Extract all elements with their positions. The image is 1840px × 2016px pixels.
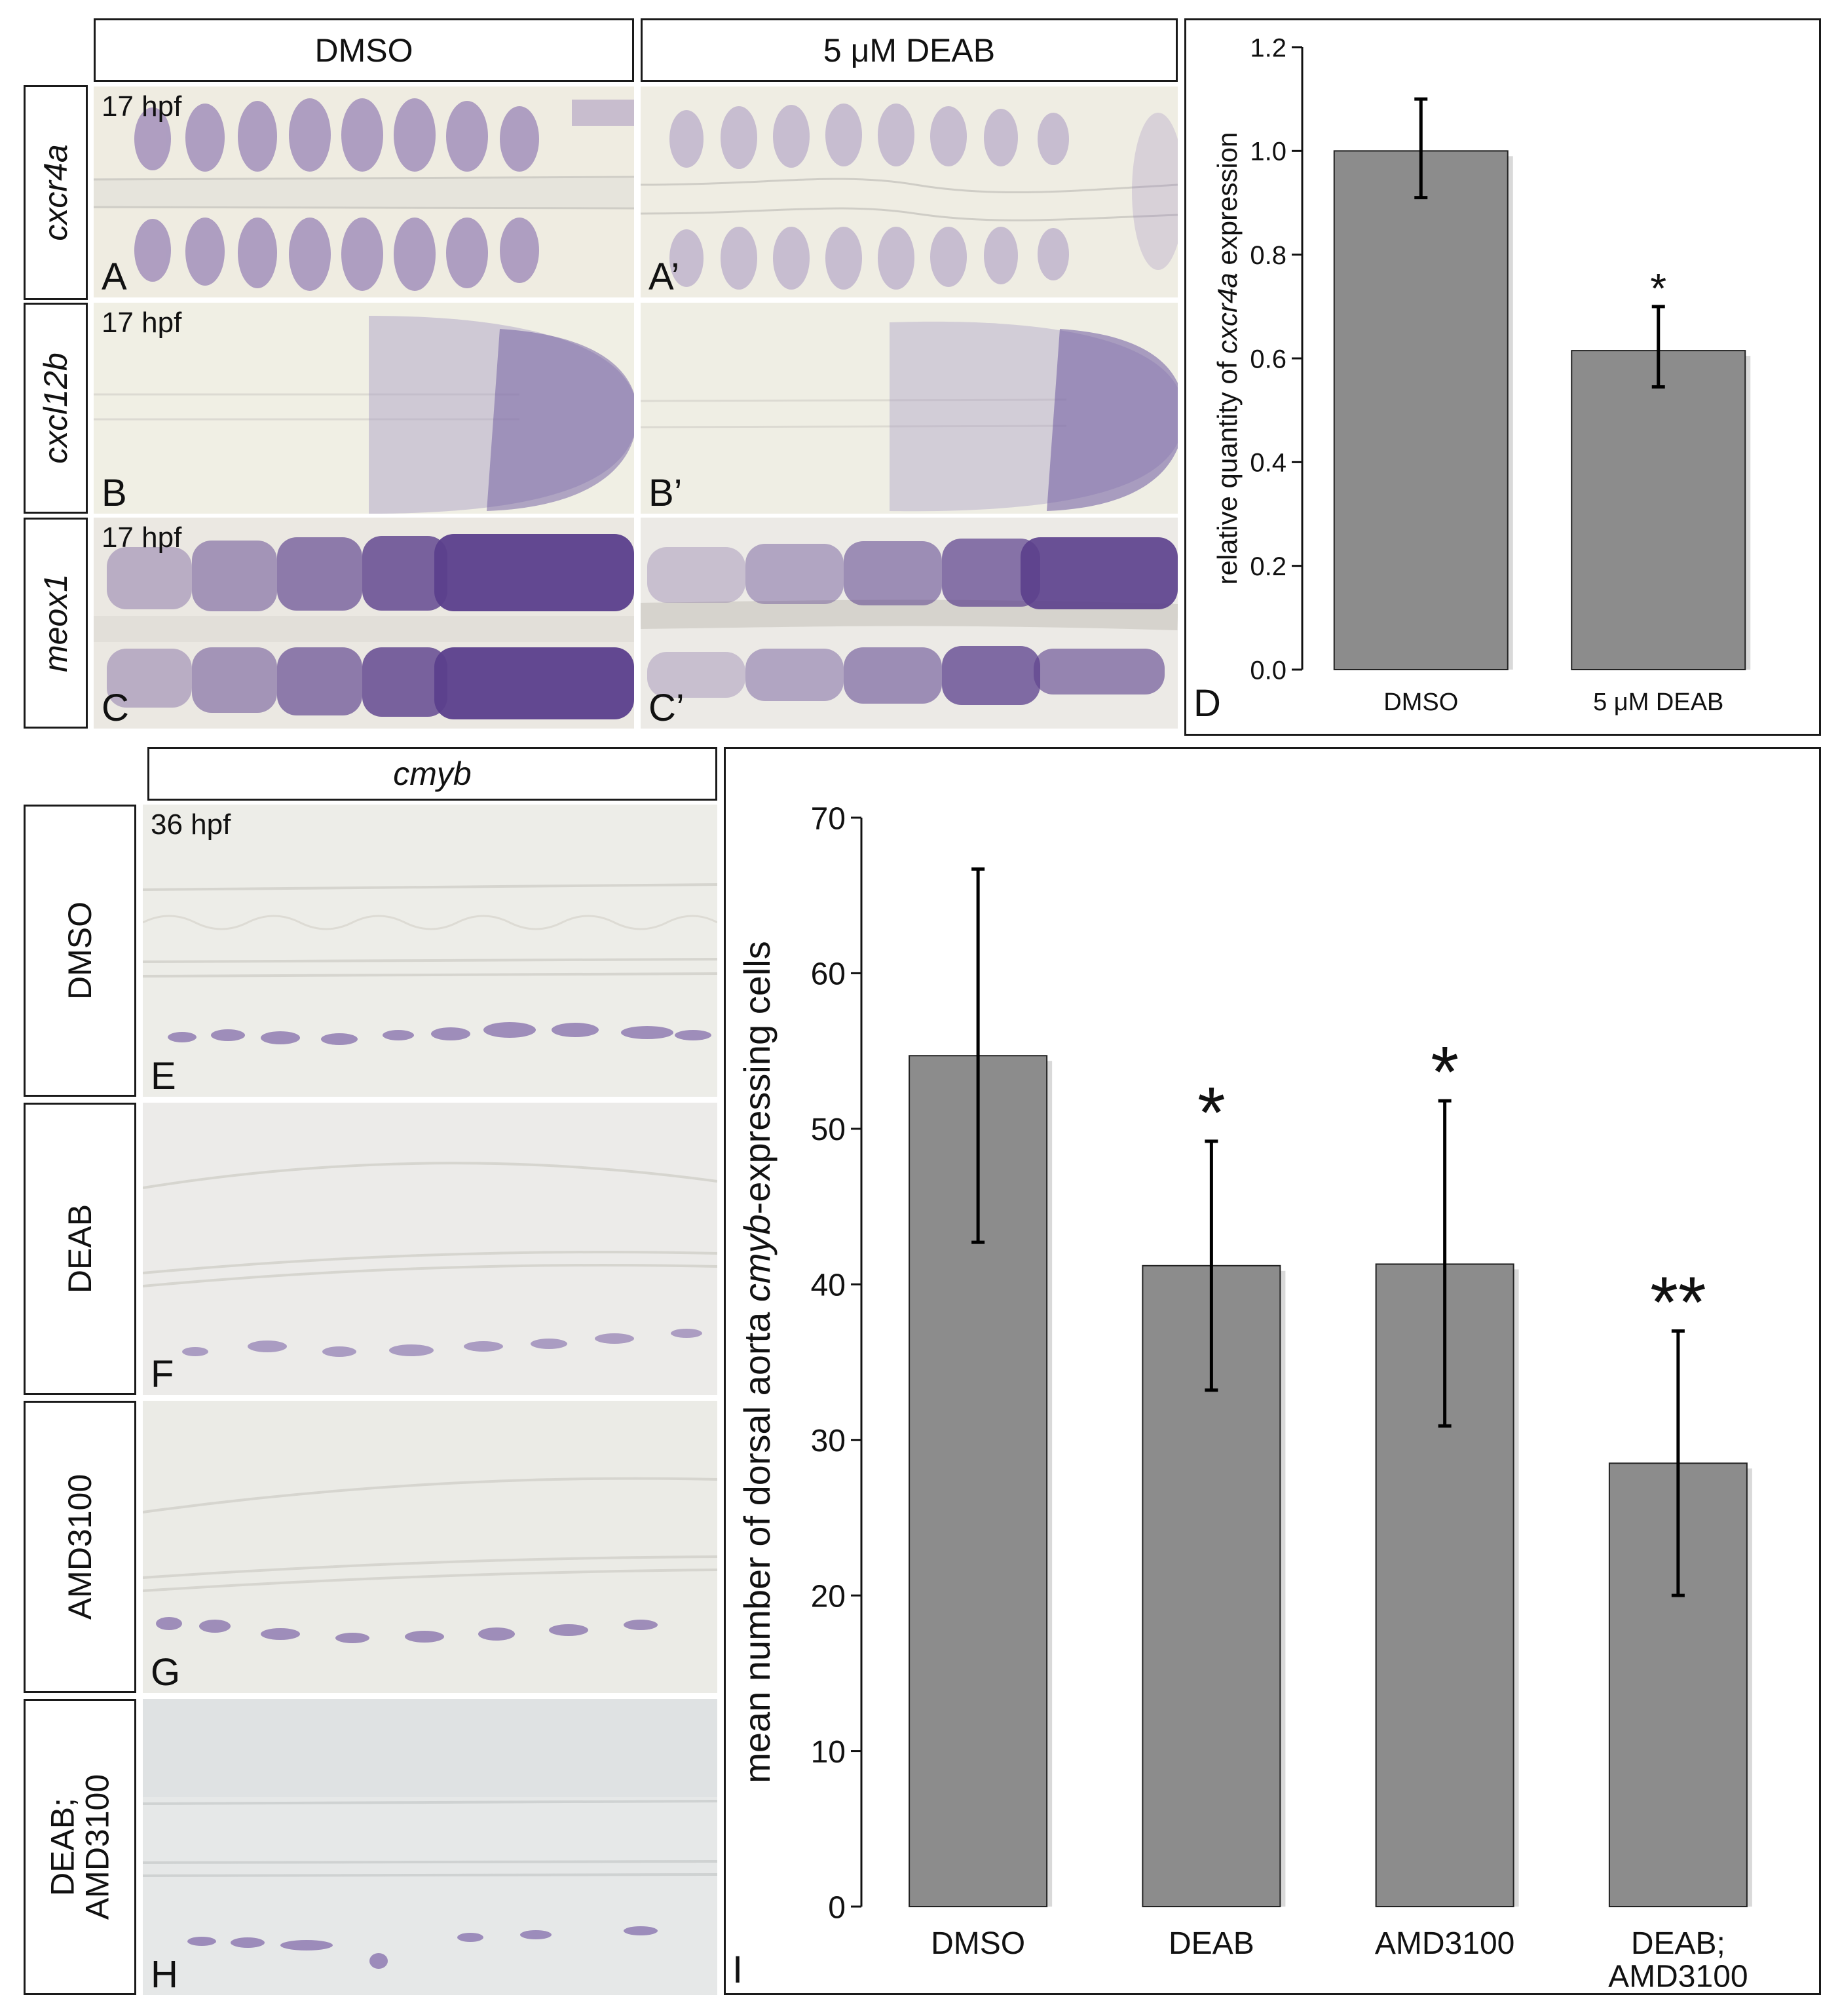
micrograph-c-image <box>94 518 634 729</box>
gene-label-text: cxcl12b <box>37 352 74 464</box>
panel-letter-f: F <box>151 1353 174 1395</box>
y-tick-label: 30 <box>811 1424 846 1458</box>
header-cmyb-text: cmyb <box>393 755 472 792</box>
panel-letter-b: B <box>102 472 127 514</box>
panel-letter-c: C <box>102 687 129 729</box>
header-deab: 5 μM DEAB <box>641 18 1178 82</box>
gene-label-row-a: cxcr4a <box>24 85 88 300</box>
micrograph-a-prime-image <box>641 86 1178 297</box>
header-cmyb: cmyb <box>147 747 717 801</box>
panel-letter-e: E <box>151 1055 176 1097</box>
stage-label: 17 hpf <box>102 522 182 554</box>
significance-marker: * <box>1431 1032 1459 1113</box>
chart-i: 0 10 20 30 40 50 60 70 mean number of dorsal aor… <box>736 801 1752 1994</box>
panel-letter-d: D <box>1193 682 1221 725</box>
bar <box>1333 150 1509 671</box>
panel-letter-g: G <box>151 1651 181 1693</box>
y-tick-label: 1.2 <box>1250 33 1286 62</box>
condition-label-dmso: DMSO <box>24 805 136 1097</box>
y-tick-label: 0.2 <box>1250 552 1286 581</box>
gene-label-text: cxcr4a <box>37 144 74 241</box>
y-axis-label: relative quantity of cxcr4a expression <box>1212 132 1243 584</box>
header-dmso: DMSO <box>94 18 634 82</box>
y-tick-label: 60 <box>811 957 846 992</box>
stage-label: 17 hpf <box>102 307 182 339</box>
gene-label-row-c: meox1 <box>24 518 88 729</box>
x-tick-label: AMD3100 <box>1375 1926 1514 1961</box>
x-tick-label: DMSO <box>1383 689 1458 716</box>
x-tick-label: DEAB <box>1169 1926 1254 1961</box>
chart-d: 0.0 0.2 0.4 0.6 0.8 1.0 1.2 relative quantity o… <box>1212 33 1751 716</box>
micrograph-h: H <box>143 1699 717 1995</box>
micrograph-b-prime-image <box>641 303 1178 514</box>
y-tick-label: 40 <box>811 1268 846 1303</box>
y-tick-label: 50 <box>811 1113 846 1147</box>
condition-label-text: DEAB; AMD3100 <box>44 1774 116 1920</box>
y-axis-label: mean number of dorsal aorta cmyb-express… <box>736 941 778 1783</box>
micrograph-c-prime: C’ <box>641 518 1178 729</box>
panel-letter-c-prime: C’ <box>648 687 685 729</box>
condition-label-text: AMD3100 <box>61 1474 98 1620</box>
x-tick-label: DEAB; AMD3100 <box>1608 1926 1748 1994</box>
panel-letter-b-prime: B’ <box>648 472 683 514</box>
panel-letter-a-prime: A’ <box>648 256 680 297</box>
gene-label-text: meox1 <box>37 573 74 673</box>
significance-marker: ** <box>1650 1263 1706 1343</box>
condition-label-text: DMSO <box>61 902 98 1000</box>
condition-label-text: DEAB <box>61 1204 98 1294</box>
y-tick-label: 0.6 <box>1250 345 1286 373</box>
y-tick-label: 10 <box>811 1735 846 1770</box>
condition-label-deab-amd3100: DEAB; AMD3100 <box>24 1699 136 1995</box>
micrograph-g-image <box>143 1401 717 1693</box>
micrograph-c: 17 hpf C <box>94 518 634 729</box>
bar <box>1571 350 1746 670</box>
panel-letter-i: I <box>732 1949 743 1991</box>
y-tick-label: 0.0 <box>1250 656 1286 685</box>
micrograph-c-prime-image <box>641 518 1178 729</box>
micrograph-e: 36 hpf E <box>143 805 717 1097</box>
panel-letter-h: H <box>151 1953 178 1995</box>
panel-letter-a: A <box>102 256 127 297</box>
x-tick-label: DMSO <box>931 1926 1025 1961</box>
micrograph-g: G <box>143 1401 717 1693</box>
gene-label-row-b: cxcl12b <box>24 303 88 514</box>
y-tick-label: 0.4 <box>1250 449 1286 478</box>
condition-label-deab: DEAB <box>24 1103 136 1395</box>
micrograph-b: 17 hpf B <box>94 303 634 514</box>
micrograph-e-image <box>143 805 717 1097</box>
y-tick-label: 20 <box>811 1579 846 1614</box>
micrograph-b-prime: B’ <box>641 303 1178 514</box>
micrograph-f-image <box>143 1103 717 1395</box>
micrograph-a-prime: A’ <box>641 86 1178 297</box>
stage-label: 17 hpf <box>102 90 182 123</box>
micrograph-b-image <box>94 303 634 514</box>
stage-label: 36 hpf <box>151 808 231 841</box>
micrograph-a: 17 hpf A <box>94 86 634 297</box>
micrograph-a-image <box>94 86 634 297</box>
y-tick-label: 70 <box>811 801 846 836</box>
y-tick-label: 1.0 <box>1250 138 1286 166</box>
significance-marker: * <box>1650 265 1666 312</box>
y-tick-label: 0.8 <box>1250 241 1286 270</box>
micrograph-h-image <box>143 1699 717 1995</box>
micrograph-f: F <box>143 1103 717 1395</box>
x-tick-label: 5 μM DEAB <box>1593 689 1723 716</box>
y-tick-label: 0 <box>828 1890 846 1925</box>
significance-marker: * <box>1197 1073 1226 1153</box>
condition-label-amd3100: AMD3100 <box>24 1401 136 1693</box>
